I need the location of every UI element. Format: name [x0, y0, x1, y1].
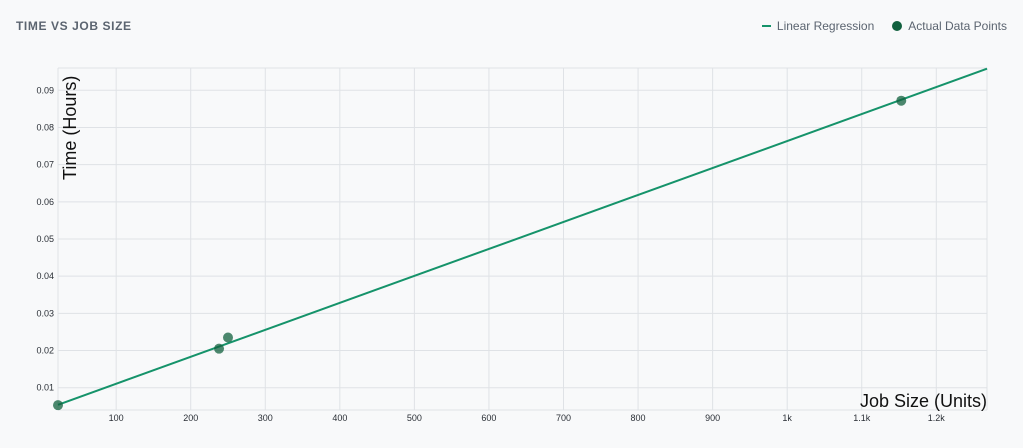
y-tick-label: 0.07 — [36, 160, 54, 170]
x-axis-ticks: 100 200 300 400 500 600 700 800 900 1k 1.1k 1.2k — [109, 413, 946, 423]
data-point — [222, 332, 233, 343]
x-tick-label: 200 — [183, 413, 198, 423]
y-tick-label: 0.08 — [36, 122, 54, 132]
x-tick-label: 1.2k — [928, 413, 946, 423]
chart-legend: Linear Regression Actual Data Points — [761, 19, 1007, 33]
x-tick-label: 800 — [631, 413, 646, 423]
data-point — [896, 95, 907, 106]
line-swatch-icon — [761, 25, 771, 27]
grid — [57, 67, 988, 411]
series — [53, 67, 988, 411]
regression-line — [57, 67, 988, 406]
y-axis-ticks: 0.01 0.02 0.03 0.04 0.05 0.06 0.07 0.08 0.09 — [36, 85, 54, 392]
x-tick-label: 500 — [407, 413, 422, 423]
y-tick-label: 0.06 — [36, 197, 54, 207]
y-tick-label: 0.01 — [36, 383, 54, 393]
chart-title: TIME VS JOB SIZE — [16, 19, 132, 33]
x-tick-label: 100 — [109, 413, 124, 423]
y-tick-label: 0.04 — [36, 271, 54, 281]
dot-swatch-icon — [892, 21, 903, 31]
x-tick-label: 900 — [705, 413, 720, 423]
x-tick-label: 400 — [332, 413, 347, 423]
data-point — [214, 343, 225, 354]
legend-item-points[interactable]: Actual Data Points — [892, 19, 1007, 33]
x-tick-label: 1k — [782, 413, 792, 423]
y-tick-label: 0.05 — [36, 234, 54, 244]
x-tick-label: 1.1k — [853, 413, 871, 423]
legend-label-points: Actual Data Points — [908, 19, 1007, 33]
x-tick-label: 600 — [481, 413, 496, 423]
y-tick-label: 0.02 — [36, 346, 54, 356]
legend-item-regression[interactable]: Linear Regression — [761, 19, 875, 33]
data-point — [53, 400, 63, 411]
legend-label-regression: Linear Regression — [776, 19, 875, 33]
x-tick-label: 300 — [258, 413, 273, 423]
x-axis-title: Job Size (Units) — [860, 391, 987, 411]
x-tick-label: 700 — [556, 413, 571, 423]
y-tick-label: 0.09 — [36, 85, 54, 95]
y-axis-title: Time (Hours) — [60, 76, 80, 180]
y-tick-label: 0.03 — [36, 308, 54, 318]
